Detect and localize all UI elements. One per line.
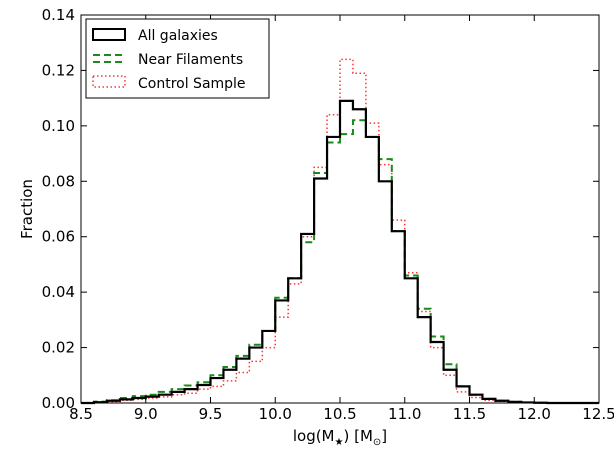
x-axis-label-end: ] [381, 427, 387, 445]
x-tick-label: 9.5 [199, 405, 223, 423]
y-tick-label: 0.00 [42, 394, 75, 412]
x-axis-label-sub: ★ [335, 437, 344, 448]
y-tick-label: 0.10 [42, 117, 75, 135]
legend-swatch-all-galaxies [92, 28, 126, 41]
y-tick-label: 0.08 [42, 172, 75, 190]
legend-label-near-filaments: Near Filaments [138, 52, 243, 68]
y-tick-label: 0.04 [42, 283, 75, 301]
y-tick-label: 0.14 [42, 6, 75, 24]
series-near-filaments [81, 119, 599, 404]
x-axis-label-sub2: ⊙ [373, 437, 381, 448]
x-axis-label-tail: ) [M [343, 427, 372, 445]
x-tick-label: 8.5 [69, 405, 93, 423]
axis-ticks: 8.5 9.0 9.5 10.0 10.5 11.0 11.5 12.0 12.5 0.00 0.0… [42, 6, 614, 423]
x-tick-label: 10.5 [323, 405, 356, 423]
y-axis-label: Fraction [18, 179, 36, 239]
x-tick-label: 10.0 [259, 405, 292, 423]
y-tick-label: 0.02 [42, 339, 75, 357]
legend-label-control-sample: Control Sample [138, 76, 246, 92]
x-tick-label: 11.0 [388, 405, 421, 423]
y-tick-label: 0.06 [42, 228, 75, 246]
series-control-sample [81, 58, 599, 404]
legend-box [85, 18, 270, 99]
plot-area [81, 58, 599, 405]
legend-swatch-control-sample [92, 75, 126, 88]
x-tick-label: 12.0 [518, 405, 551, 423]
legend: All galaxies Near Filaments Control Samp… [85, 18, 270, 99]
x-tick-label: 12.5 [582, 405, 614, 423]
legend-label-all-galaxies: All galaxies [138, 28, 218, 44]
x-axis-label: log(M★) [M⊙] [293, 427, 387, 448]
x-tick-label: 9.0 [134, 405, 158, 423]
x-axis-label-main: log(M [293, 427, 335, 445]
x-tick-label: 11.5 [453, 405, 486, 423]
series-all-galaxies [81, 99, 599, 405]
y-tick-label: 0.12 [42, 61, 75, 79]
